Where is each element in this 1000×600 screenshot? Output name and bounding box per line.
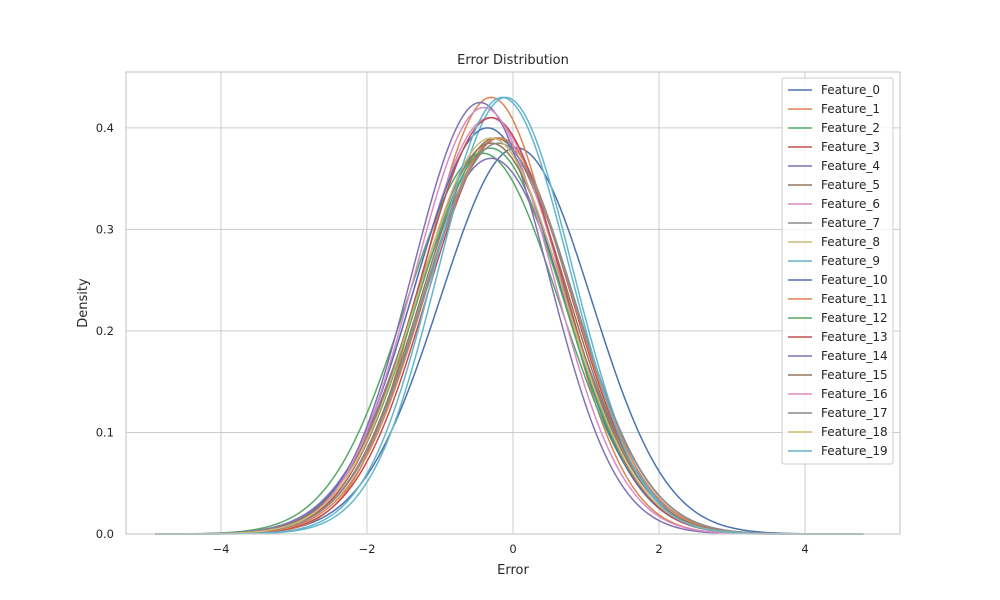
series-line-feature-6 <box>155 116 864 535</box>
legend: Feature_0 Feature_1 Feature_2 Feature_3 Feat… <box>781 77 894 465</box>
legend-entry: Feature_11 <box>821 292 888 306</box>
legend-entry: Feature_0 <box>821 83 880 97</box>
series-line-feature-12 <box>155 147 864 535</box>
x-tick-label: −4 <box>212 542 229 556</box>
y-tick-label: 0.0 <box>96 527 114 541</box>
series-line-feature-8 <box>155 142 864 535</box>
series-line-feature-9 <box>155 96 864 535</box>
series-line-feature-11 <box>155 137 864 535</box>
y-tick-label: 0.3 <box>96 222 114 236</box>
legend-entry: Feature_5 <box>821 178 880 192</box>
x-ticks: −4 −2 0 2 4 <box>212 542 808 556</box>
legend-entry: Feature_1 <box>821 102 880 116</box>
x-tick-label: 2 <box>655 542 662 556</box>
y-ticks: 0.0 0.1 0.2 0.3 0.4 <box>96 121 114 541</box>
legend-entry: Feature_4 <box>821 159 880 173</box>
series-line-feature-4 <box>155 157 864 535</box>
legend-entry: Feature_15 <box>821 368 888 382</box>
series-line-feature-17 <box>155 142 864 535</box>
series-line-feature-15 <box>155 142 864 535</box>
y-axis-label: Density <box>76 278 91 328</box>
legend-entry: Feature_6 <box>821 197 880 211</box>
legend-entry: Feature_3 <box>821 140 880 154</box>
legend-entry: Feature_19 <box>821 444 888 458</box>
legend-entry: Feature_12 <box>821 311 888 325</box>
legend-entry: Feature_18 <box>821 425 888 439</box>
legend-entry: Feature_13 <box>821 330 888 344</box>
legend-entry: Feature_8 <box>821 235 880 249</box>
series-line-feature-1 <box>155 96 864 535</box>
series-line-feature-7 <box>155 137 864 535</box>
series-line-feature-19 <box>155 96 864 535</box>
legend-entry: Feature_17 <box>821 406 888 420</box>
series-line-feature-14 <box>155 101 864 535</box>
x-tick-label: 0 <box>509 542 516 556</box>
legend-entry: Feature_9 <box>821 254 880 268</box>
x-tick-label: −2 <box>358 542 375 556</box>
legend-entry: Feature_16 <box>821 387 888 401</box>
series-line-feature-0 <box>155 147 864 535</box>
series-line-feature-13 <box>155 117 864 535</box>
legend-entry: Feature_2 <box>821 121 880 135</box>
y-tick-label: 0.1 <box>96 425 114 439</box>
legend-entry: Feature_10 <box>821 273 888 287</box>
legend-entry: Feature_14 <box>821 349 888 363</box>
x-tick-label: 4 <box>801 542 808 556</box>
legend-entry: Feature_7 <box>821 216 880 230</box>
series-line-feature-18 <box>155 137 864 535</box>
y-tick-label: 0.2 <box>96 324 114 338</box>
series-line-feature-2 <box>155 152 864 535</box>
series-line-feature-5 <box>155 137 864 535</box>
plot-frame <box>125 71 901 535</box>
series-line-feature-3 <box>155 137 864 535</box>
y-tick-label: 0.4 <box>96 121 114 135</box>
series-line-feature-16 <box>155 106 864 535</box>
x-axis-label: Error <box>497 563 529 578</box>
chart-title: Error Distribution <box>457 53 569 68</box>
legend-box <box>781 77 894 465</box>
plot-area <box>155 96 864 535</box>
